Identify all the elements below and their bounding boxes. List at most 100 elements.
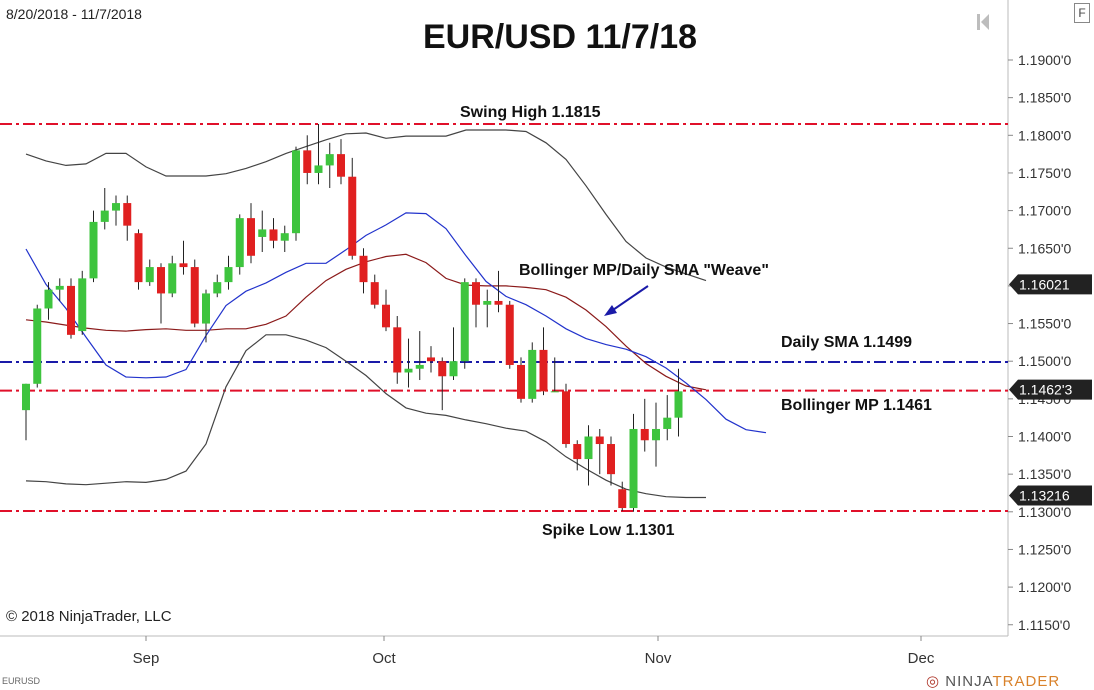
weave-arrowhead: [604, 305, 617, 316]
annotation-arrow: [604, 285, 649, 316]
candle: [573, 440, 582, 471]
series-bollinger-lower: [25, 334, 706, 499]
candle-body: [415, 364, 424, 369]
daily-sma-label: Daily SMA 1.1499: [781, 334, 913, 351]
candle: [415, 331, 424, 381]
candle: [663, 395, 672, 441]
candle: [359, 248, 368, 294]
candle: [179, 240, 188, 275]
candle-body: [505, 304, 514, 365]
candle: [145, 259, 154, 286]
candle-body: [674, 391, 683, 418]
candle: [584, 425, 593, 486]
candle-body: [112, 203, 120, 211]
price-tags: 1.16021 1.1462'3 1.13216: [1009, 274, 1092, 506]
candle: [22, 383, 30, 441]
chart-title: EUR/USD 11/7/18: [422, 18, 698, 56]
candle: [449, 327, 458, 381]
candle-body: [213, 282, 222, 294]
candle: [280, 225, 289, 253]
series-daily-sma: [25, 212, 767, 434]
candle: [33, 304, 42, 388]
candle-body: [528, 349, 537, 399]
candle-body: [618, 489, 627, 509]
candle-body: [22, 383, 30, 411]
candle: [629, 413, 638, 512]
candle: [224, 255, 233, 290]
skip-back-icon[interactable]: [976, 12, 990, 32]
brand-suffix: TRADER: [992, 673, 1061, 690]
candle: [404, 338, 413, 388]
x-tick-label: Sep: [133, 650, 160, 667]
y-tick-label: 1.1350'0: [1018, 466, 1071, 482]
swing-high-label: Swing High 1.1815: [460, 104, 601, 121]
candle-body: [224, 267, 233, 283]
f-button[interactable]: F: [1074, 3, 1090, 23]
weave-label: Bollinger MP/Daily SMA "Weave": [519, 262, 769, 279]
candle: [539, 327, 548, 396]
candle-body: [573, 444, 582, 460]
candle-body: [303, 150, 312, 173]
candle-body: [33, 308, 42, 384]
candle-body: [280, 233, 289, 241]
copyright-text: © 2018 NinjaTrader, LLC: [6, 608, 172, 625]
candle: [269, 218, 278, 249]
candle: [247, 203, 255, 264]
candle-body: [607, 444, 615, 475]
brand-icon: ◎: [926, 673, 941, 690]
y-tick-label: 1.1750'0: [1018, 165, 1071, 181]
candle-body: [134, 233, 143, 283]
y-tick-label: 1.1650'0: [1018, 240, 1071, 256]
candle-body: [539, 349, 548, 392]
candle-body: [100, 210, 109, 222]
time-axis: Sep Oct Nov Dec: [133, 636, 935, 667]
candle: [460, 278, 469, 369]
candle-body: [629, 428, 638, 509]
candle-body: [595, 436, 604, 445]
y-tick-label: 1.1500'0: [1018, 353, 1071, 369]
reference-lines: [0, 123, 1008, 513]
y-tick-label: 1.1800'0: [1018, 127, 1071, 143]
candle: [674, 368, 683, 437]
candle-body: [190, 267, 199, 324]
y-tick-label: 1.1300'0: [1018, 504, 1071, 520]
ninjatrader-logo: ◎ NINJATRADER: [926, 672, 1060, 690]
price-tag-label: 1.16021: [1019, 276, 1070, 292]
candle: [303, 135, 312, 185]
candle-body: [483, 300, 492, 305]
y-tick-label: 1.1900'0: [1018, 52, 1071, 68]
candle-body: [663, 417, 672, 429]
candle: [67, 278, 75, 339]
candle: [562, 383, 570, 448]
candle: [55, 278, 64, 301]
candle-body: [78, 278, 87, 332]
x-tick-label: Nov: [645, 650, 672, 667]
weave-arrow: [609, 285, 649, 313]
candle: [190, 259, 199, 328]
price-axis: 1.1900'0 1.1850'0 1.1800'0 1.1750'0 1.1700'0…: [0, 0, 1071, 637]
candle: [595, 428, 604, 475]
candle-body: [314, 165, 323, 173]
date-range: 8/20/2018 - 11/7/2018: [6, 6, 142, 22]
candle-body: [67, 285, 75, 335]
y-tick-label: 1.1850'0: [1018, 90, 1071, 106]
candle: [337, 139, 345, 185]
candle: [528, 342, 537, 403]
candle: [292, 146, 300, 241]
candle: [607, 436, 615, 486]
candle: [157, 263, 165, 324]
candle: [89, 210, 98, 283]
candle-body: [123, 203, 132, 226]
y-tick-label: 1.1700'0: [1018, 203, 1071, 219]
candlesticks: [22, 124, 683, 512]
candle: [640, 398, 649, 452]
candle: [258, 210, 267, 253]
x-tick-label: Oct: [372, 650, 396, 667]
price-tag-label: 1.13216: [1019, 488, 1070, 504]
candle: [134, 229, 143, 290]
candle-body: [370, 282, 379, 305]
candle-body: [359, 255, 368, 283]
indicator-lines: [25, 129, 767, 499]
candle: [44, 282, 53, 320]
y-tick-label: 1.1550'0: [1018, 316, 1071, 332]
